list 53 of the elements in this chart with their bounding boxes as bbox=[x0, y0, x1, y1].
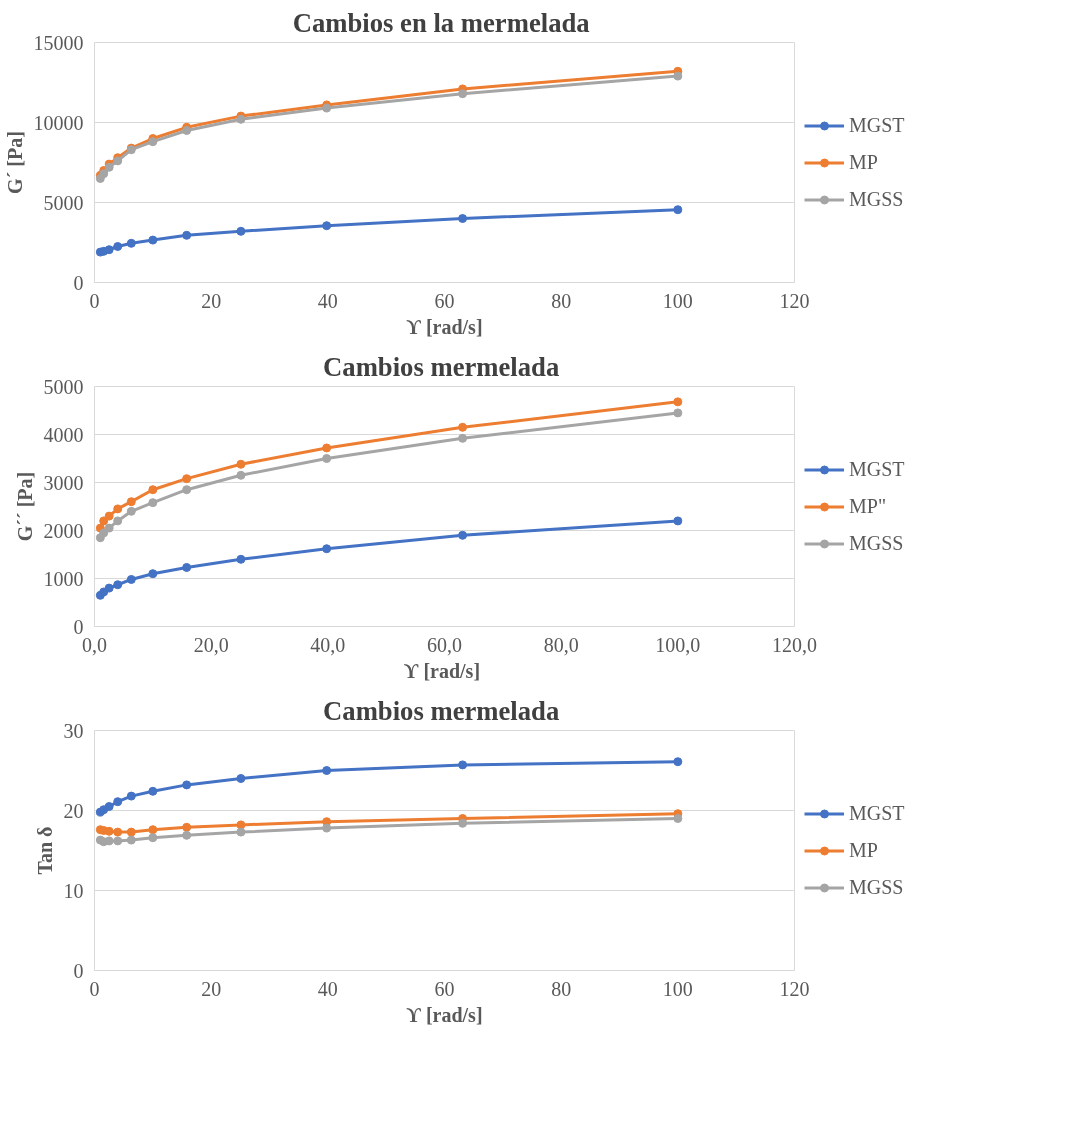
x-tick-label: 80 bbox=[551, 289, 572, 312]
y-tick-label: 5000 bbox=[43, 375, 84, 398]
y-tick-label: 4000 bbox=[43, 423, 84, 446]
x-tick-label: 40 bbox=[317, 289, 338, 312]
x-tick-label: 20 bbox=[201, 289, 222, 312]
legend-label: MP bbox=[849, 150, 878, 174]
legend-label: MGST bbox=[849, 801, 905, 825]
y-tick-label: 0 bbox=[73, 959, 84, 982]
y-tick-label: 1000 bbox=[43, 567, 84, 590]
y-tick-label: 10000 bbox=[33, 111, 84, 134]
x-tick-label: 40,0 bbox=[310, 633, 346, 656]
x-tick-label: 80 bbox=[551, 977, 572, 1000]
chart-title: Cambios en la mermelada bbox=[292, 7, 590, 38]
x-tick-label: 60 bbox=[434, 289, 455, 312]
x-tick-label: 60 bbox=[434, 977, 455, 1000]
x-tick-label: 120,0 bbox=[772, 633, 817, 656]
y-tick-label: 3000 bbox=[43, 471, 84, 494]
y-axis-title: G´´ [Pa] bbox=[13, 471, 36, 542]
x-tick-label: 100,0 bbox=[655, 633, 701, 656]
x-tick-label: 0 bbox=[89, 977, 100, 1000]
y-tick-label: 20 bbox=[63, 799, 84, 822]
y-tick-label: 0 bbox=[73, 615, 84, 638]
legend-label: MGSS bbox=[849, 187, 904, 211]
x-axis-title: ϒ [rad/s] bbox=[406, 1003, 483, 1026]
y-tick-label: 2000 bbox=[43, 519, 84, 542]
x-tick-label: 60,0 bbox=[427, 633, 462, 656]
y-axis-title: Tan δ bbox=[33, 826, 56, 875]
y-axis-title: G´ [Pa] bbox=[3, 131, 26, 194]
legend-label: MP" bbox=[849, 494, 887, 518]
x-tick-label: 0 bbox=[89, 289, 100, 312]
x-tick-label: 80,0 bbox=[543, 633, 579, 656]
y-tick-label: 5000 bbox=[43, 191, 84, 214]
x-tick-label: 120 bbox=[779, 977, 810, 1000]
x-tick-label: 0,0 bbox=[82, 633, 107, 656]
legend-label: MGSS bbox=[849, 531, 904, 555]
legend-label: MP bbox=[849, 838, 878, 862]
x-tick-label: 40 bbox=[317, 977, 338, 1000]
y-tick-label: 0 bbox=[73, 271, 84, 294]
x-axis-title: ϒ [rad/s] bbox=[406, 315, 483, 338]
x-tick-label: 100 bbox=[662, 977, 693, 1000]
y-tick-label: 10 bbox=[63, 879, 84, 902]
chart-title: Cambios mermelada bbox=[323, 351, 560, 382]
x-tick-label: 20 bbox=[201, 977, 222, 1000]
y-tick-label: 30 bbox=[63, 719, 84, 742]
x-axis-title: ϒ [rad/s] bbox=[403, 659, 481, 682]
legend-label: MGST bbox=[849, 113, 905, 137]
x-tick-label: 120 bbox=[779, 289, 810, 312]
x-tick-label: 20,0 bbox=[193, 633, 229, 656]
x-tick-label: 100 bbox=[662, 289, 693, 312]
chart-title: Cambios mermelada bbox=[323, 695, 560, 726]
legend-label: MGST bbox=[849, 457, 905, 481]
y-tick-label: 15000 bbox=[33, 31, 84, 54]
legend-label: MGSS bbox=[849, 875, 904, 899]
